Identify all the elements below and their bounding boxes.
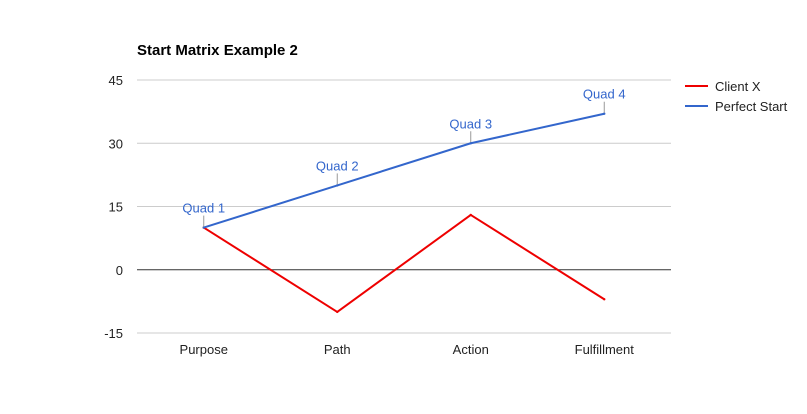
data-point bbox=[202, 226, 205, 229]
data-point bbox=[469, 142, 472, 145]
annotation-label: Quad 1 bbox=[182, 201, 225, 216]
annotation-label: Quad 4 bbox=[583, 87, 626, 102]
chart-title: Start Matrix Example 2 bbox=[137, 42, 298, 59]
data-point bbox=[603, 298, 606, 301]
data-point bbox=[603, 112, 606, 115]
annotation-label: Quad 2 bbox=[316, 158, 359, 173]
gridlines bbox=[137, 79, 671, 334]
legend-label: Perfect Start bbox=[715, 99, 788, 114]
x-tick-label: Purpose bbox=[180, 342, 228, 357]
x-axis: Purpose Path Action Fulfillment bbox=[180, 342, 635, 357]
y-tick-label: -15 bbox=[104, 326, 123, 341]
series-lines bbox=[202, 112, 606, 314]
point-annotations: Quad 1 Quad 2 Quad 3 Quad 4 bbox=[182, 87, 626, 227]
y-tick-label: 15 bbox=[109, 200, 123, 215]
y-tick-label: 45 bbox=[109, 73, 123, 88]
y-tick-label: 0 bbox=[116, 263, 123, 278]
data-point bbox=[336, 184, 339, 187]
annotation-label: Quad 3 bbox=[449, 116, 492, 131]
data-point bbox=[469, 213, 472, 217]
x-tick-label: Path bbox=[324, 342, 351, 357]
legend[interactable]: Client X Perfect Start bbox=[685, 79, 788, 114]
series-line bbox=[203, 112, 605, 229]
y-axis: -15 0 15 30 45 bbox=[104, 73, 123, 341]
series-line bbox=[203, 213, 605, 313]
x-tick-label: Action bbox=[453, 342, 489, 357]
x-tick-label: Fulfillment bbox=[575, 342, 635, 357]
legend-label: Client X bbox=[715, 79, 761, 94]
y-tick-label: 30 bbox=[109, 136, 123, 151]
data-point bbox=[336, 310, 339, 314]
